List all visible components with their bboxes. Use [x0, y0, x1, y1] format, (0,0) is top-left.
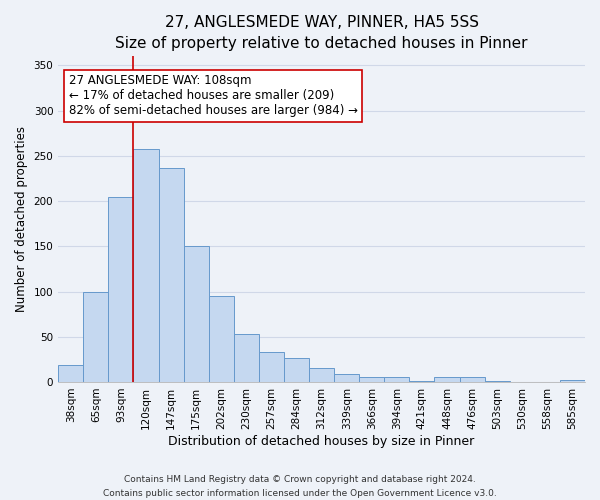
Bar	[284, 358, 309, 382]
Bar	[485, 381, 510, 382]
Title: 27, ANGLESMEDE WAY, PINNER, HA5 5SS
Size of property relative to detached houses: 27, ANGLESMEDE WAY, PINNER, HA5 5SS Size…	[115, 15, 528, 51]
Bar	[560, 380, 585, 382]
Bar	[184, 246, 209, 382]
Bar	[209, 296, 234, 382]
Text: Contains HM Land Registry data © Crown copyright and database right 2024.
Contai: Contains HM Land Registry data © Crown c…	[103, 476, 497, 498]
Bar	[158, 168, 184, 382]
X-axis label: Distribution of detached houses by size in Pinner: Distribution of detached houses by size …	[169, 434, 475, 448]
Y-axis label: Number of detached properties: Number of detached properties	[15, 126, 28, 312]
Bar	[434, 378, 460, 382]
Bar	[385, 378, 409, 382]
Bar	[83, 292, 109, 382]
Bar	[109, 196, 133, 382]
Bar	[58, 365, 83, 382]
Bar	[460, 378, 485, 382]
Bar	[259, 352, 284, 382]
Text: 27 ANGLESMEDE WAY: 108sqm
← 17% of detached houses are smaller (209)
82% of semi: 27 ANGLESMEDE WAY: 108sqm ← 17% of detac…	[69, 74, 358, 117]
Bar	[133, 150, 158, 382]
Bar	[309, 368, 334, 382]
Bar	[334, 374, 359, 382]
Bar	[409, 381, 434, 382]
Bar	[234, 334, 259, 382]
Bar	[359, 378, 385, 382]
